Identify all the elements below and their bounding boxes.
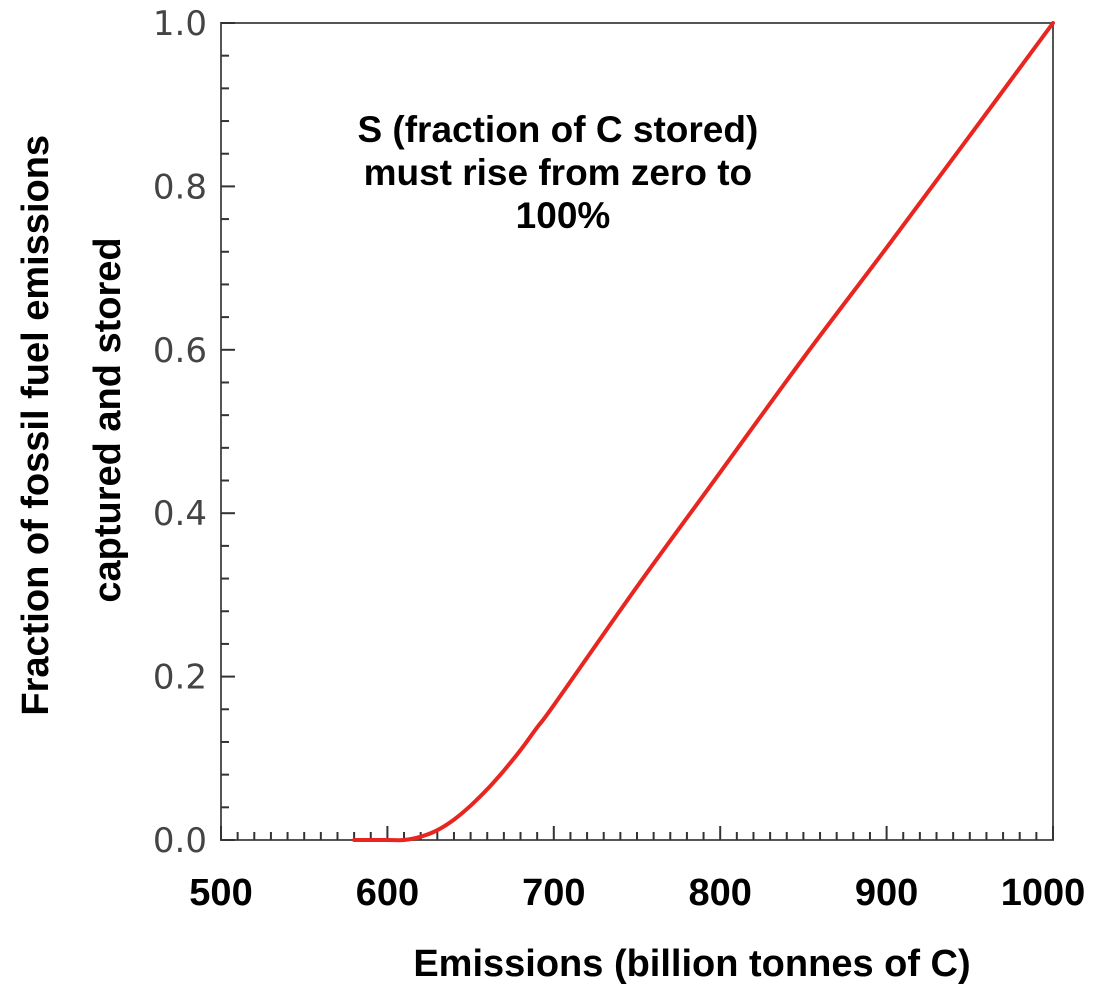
y-tick-label: 0.2 bbox=[153, 658, 207, 698]
y-tick-label: 0.0 bbox=[153, 821, 207, 861]
y-axis-label-line-2: captured and stored bbox=[87, 237, 129, 602]
y-tick-label: 0.8 bbox=[153, 167, 207, 207]
y-axis-label-line-1: Fraction of fossil fuel emissions bbox=[15, 135, 57, 716]
x-axis-ticks bbox=[220, 826, 1054, 840]
x-axis-tick-labels: 500 600 700 800 900 1000 bbox=[189, 872, 1085, 914]
x-tick-label: 800 bbox=[688, 872, 751, 914]
y-axis-ticks bbox=[221, 22, 235, 841]
x-axis-label: Emissions (billion tonnes of C) bbox=[413, 943, 970, 985]
annotation-line-2: must rise from zero to bbox=[364, 152, 753, 193]
x-tick-label: 700 bbox=[522, 872, 585, 914]
x-tick-label: 1000 bbox=[1001, 872, 1086, 914]
annotation-line-1: S (fraction of C stored) bbox=[357, 109, 758, 150]
y-axis-tick-labels: 0.0 0.2 0.4 0.6 0.8 1.0 bbox=[153, 4, 207, 861]
y-tick-label: 0.6 bbox=[153, 331, 207, 371]
annotation-line-3: 100% bbox=[516, 195, 611, 236]
x-tick-label: 500 bbox=[189, 872, 252, 914]
annotation: S (fraction of C stored) must rise from … bbox=[357, 109, 768, 236]
series-line bbox=[352, 21, 1055, 843]
x-tick-label: 600 bbox=[356, 872, 419, 914]
x-tick-label: 900 bbox=[855, 872, 918, 914]
plot-frame bbox=[220, 22, 1054, 841]
y-axis-label: Fraction of fossil fuel emissions captur… bbox=[15, 124, 129, 715]
y-tick-label: 1.0 bbox=[153, 4, 207, 44]
y-tick-label: 0.4 bbox=[153, 494, 207, 534]
